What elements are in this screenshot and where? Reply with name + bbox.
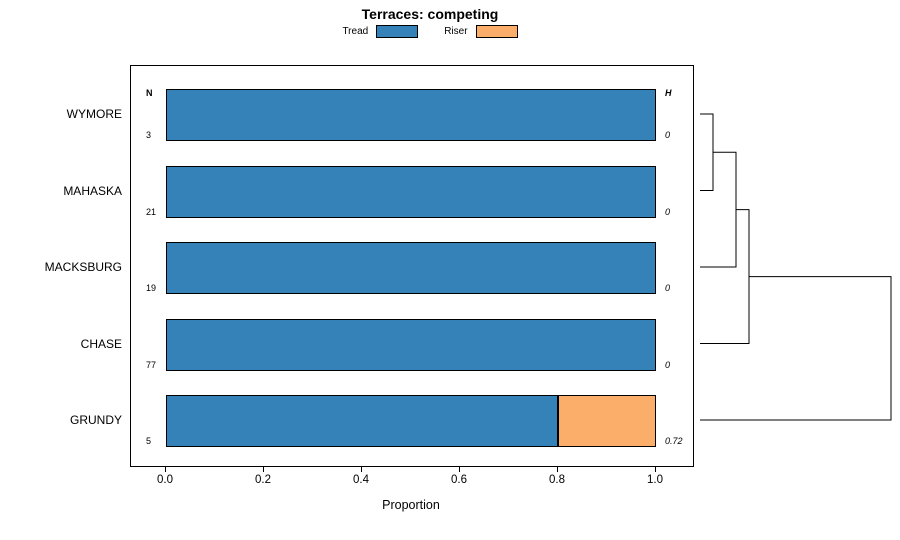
legend-label: Riser: [444, 26, 468, 37]
h-value: 0: [665, 359, 671, 370]
plot-area: N H 3 0 21 0 19 0 77 0 5 0.72: [130, 65, 694, 467]
dendrogram-lines: [700, 113, 892, 421]
tick-mark: [360, 466, 362, 472]
category-label: GRUNDY: [69, 413, 122, 427]
h-column-header: H: [665, 88, 672, 98]
legend-swatch-tread: [376, 25, 419, 38]
bar-segment-tread: [166, 165, 656, 218]
tick-label: 0.4: [353, 474, 369, 486]
n-value: 5: [146, 436, 152, 446]
tick-label: 0.8: [549, 474, 565, 486]
category-label: CHASE: [80, 336, 122, 351]
tick-label: 0.2: [255, 474, 271, 486]
bar-segment-tread: [166, 395, 558, 447]
n-value: 21: [146, 206, 157, 217]
h-value: 0: [665, 130, 671, 140]
category-label: MAHASKA: [63, 183, 122, 198]
h-value: 0: [665, 206, 671, 217]
tick-label: 0.0: [157, 474, 173, 486]
chart-title: Terraces: competing: [361, 6, 499, 22]
category-label: WYMORE: [66, 107, 122, 121]
tick-mark: [262, 466, 264, 472]
bar-segment-tread: [166, 242, 656, 294]
h-value: 0.72: [665, 436, 683, 446]
n-value: 19: [146, 283, 157, 293]
bar-segment-tread: [166, 318, 656, 371]
x-axis-label: Proportion: [382, 498, 440, 512]
bar-segment-tread: [166, 89, 656, 141]
legend: Tread Riser: [0, 25, 860, 38]
category-label: MACKSBURG: [44, 260, 122, 274]
h-value: 0: [665, 283, 671, 293]
legend-item: Tread: [342, 25, 419, 38]
n-column-header: N: [146, 88, 153, 98]
legend-swatch-riser: [475, 25, 518, 38]
tick-mark: [458, 466, 460, 472]
legend-item: Riser: [444, 25, 518, 38]
tick-label: 0.6: [451, 474, 467, 486]
n-value: 77: [146, 359, 157, 370]
tick-mark: [164, 466, 166, 472]
tick-mark: [556, 466, 558, 472]
legend-label: Tread: [342, 26, 369, 37]
tick-label: 1.0: [647, 474, 663, 486]
x-axis-ticks: 0.0 0.2 0.4 0.6 0.8 1.0: [130, 466, 692, 502]
tick-mark: [654, 466, 656, 472]
n-value: 3: [146, 130, 152, 140]
bar-segment-riser: [558, 395, 656, 447]
